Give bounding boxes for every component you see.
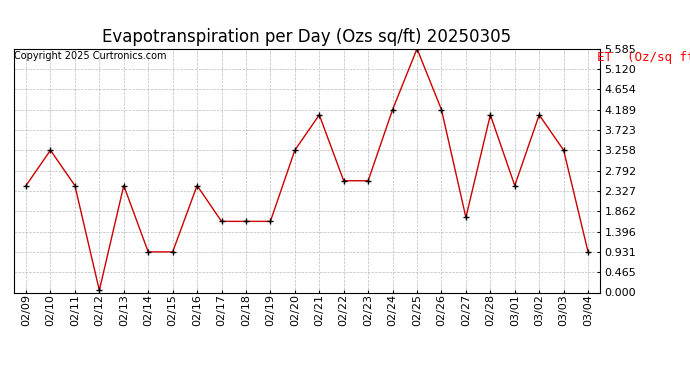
Text: Copyright 2025 Curtronics.com: Copyright 2025 Curtronics.com <box>14 51 166 61</box>
Title: Evapotranspiration per Day (Ozs sq/ft) 20250305: Evapotranspiration per Day (Ozs sq/ft) 2… <box>103 28 511 46</box>
Text: ET  (Oz/sq ft): ET (Oz/sq ft) <box>597 51 690 64</box>
